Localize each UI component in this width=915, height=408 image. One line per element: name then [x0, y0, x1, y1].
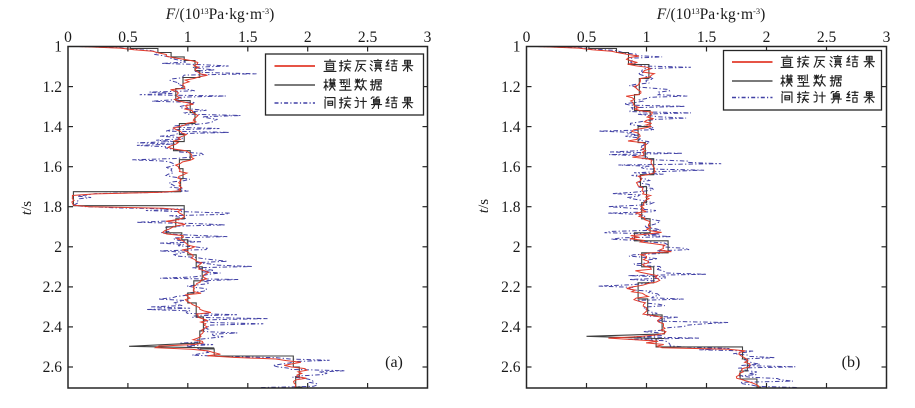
svg-text:1.4: 1.4 [501, 119, 521, 136]
svg-text:1.2: 1.2 [501, 79, 520, 96]
svg-text:2.6: 2.6 [501, 359, 521, 376]
svg-text:2.5: 2.5 [817, 29, 837, 46]
svg-text:2.6: 2.6 [43, 359, 63, 376]
svg-text:0: 0 [64, 29, 72, 46]
svg-text:1: 1 [54, 39, 62, 56]
svg-text:0.5: 0.5 [577, 29, 597, 46]
svg-text:2.4: 2.4 [43, 319, 63, 336]
svg-text:(b): (b) [842, 354, 861, 371]
svg-text:1.8: 1.8 [501, 199, 521, 216]
svg-text:2.4: 2.4 [501, 319, 521, 336]
svg-text:2: 2 [54, 239, 62, 256]
svg-text:1: 1 [184, 29, 192, 46]
svg-text:F/(1013Pa·kg·m-3): F/(1013Pa·kg·m-3) [165, 6, 275, 23]
svg-text:0.5: 0.5 [118, 29, 138, 46]
svg-text:1.2: 1.2 [43, 79, 62, 96]
svg-text:3: 3 [424, 29, 432, 46]
svg-text:1.6: 1.6 [501, 159, 521, 176]
svg-text:2.2: 2.2 [501, 279, 520, 296]
svg-text:1: 1 [643, 29, 651, 46]
svg-text:t/s: t/s [19, 201, 35, 215]
svg-text:2.2: 2.2 [43, 279, 62, 296]
svg-text:2: 2 [763, 29, 771, 46]
svg-text:1.6: 1.6 [43, 159, 63, 176]
svg-text:3: 3 [883, 29, 891, 46]
svg-text:2: 2 [513, 239, 521, 256]
svg-text:(a): (a) [385, 354, 403, 371]
svg-text:2: 2 [304, 29, 312, 46]
svg-text:1.4: 1.4 [43, 119, 63, 136]
svg-text:0: 0 [523, 29, 531, 46]
svg-text:1: 1 [513, 39, 521, 56]
svg-text:t/s: t/s [476, 199, 492, 213]
svg-text:2.5: 2.5 [358, 29, 378, 46]
svg-text:1.8: 1.8 [43, 199, 63, 216]
svg-text:1.5: 1.5 [238, 29, 258, 46]
svg-text:F/(1013Pa·kg·m-3): F/(1013Pa·kg·m-3) [656, 6, 766, 23]
svg-text:1.5: 1.5 [697, 29, 717, 46]
